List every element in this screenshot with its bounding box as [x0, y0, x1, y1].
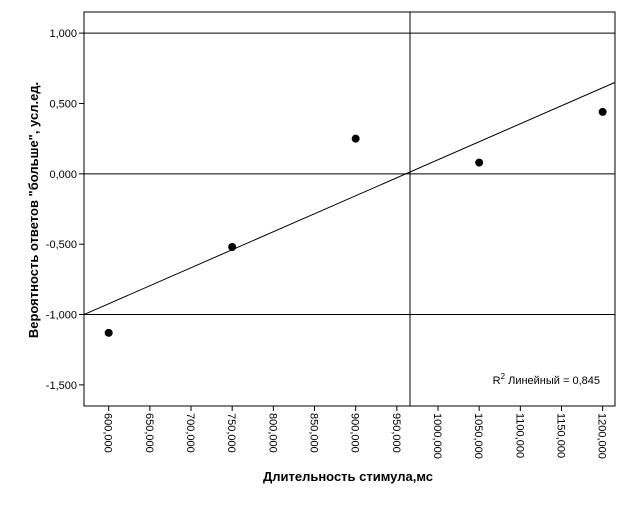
y-axis: 1,000 0,500 0,000 -0,500 -1,000 -1,500	[46, 28, 84, 392]
x-tick-label-1: 650,000	[143, 413, 155, 453]
x-tick-label-12: 1200,000	[596, 413, 608, 459]
y-tick-label-4: -1,000	[46, 310, 77, 322]
x-tick-label-3: 750,000	[225, 413, 237, 453]
x-axis-title: Длительность стимула,мс	[263, 469, 433, 484]
data-points	[104, 107, 607, 337]
y-tick-label-1: 0,500	[49, 98, 77, 110]
r-squared-value: Линейный = 0,845	[505, 375, 600, 387]
x-tick-label-7: 950,000	[390, 413, 402, 453]
data-point-3	[475, 158, 484, 167]
data-point-0	[104, 328, 113, 337]
y-tick-label-0: 1,000	[49, 28, 77, 40]
y-tick-label-2: 0,000	[49, 169, 77, 181]
x-tick-label-4: 800,000	[266, 413, 278, 453]
plot-frame	[83, 11, 616, 407]
data-point-1	[228, 242, 237, 251]
y-tick-label-5: -1,500	[46, 380, 77, 392]
data-point-4	[598, 107, 607, 116]
x-tick-label-11: 1150,000	[554, 413, 566, 458]
r-squared-annotation: R2 Линейный = 0,845	[493, 372, 600, 387]
y-axis-title: Вероятность ответов "больше", усл.ед.	[26, 82, 41, 338]
x-tick-label-10: 1100,000	[513, 413, 525, 458]
x-axis: 600,000 650,000 700,000 750,000 800,000 850,0…	[102, 406, 608, 459]
x-tick-label-8: 1000,000	[431, 413, 443, 459]
fit-line	[83, 81, 616, 315]
data-point-2	[351, 134, 360, 143]
x-tick-label-9: 1050,000	[472, 413, 484, 459]
x-tick-label-5: 850,000	[308, 413, 320, 453]
reference-lines	[84, 12, 615, 406]
x-tick-label-2: 700,000	[184, 413, 196, 453]
y-tick-label-3: -0,500	[46, 239, 77, 251]
x-tick-label-6: 900,000	[349, 413, 361, 453]
r-squared-superscript: 2	[501, 372, 506, 381]
x-tick-label-0: 600,000	[102, 413, 114, 453]
r-squared-base: R	[493, 375, 501, 387]
